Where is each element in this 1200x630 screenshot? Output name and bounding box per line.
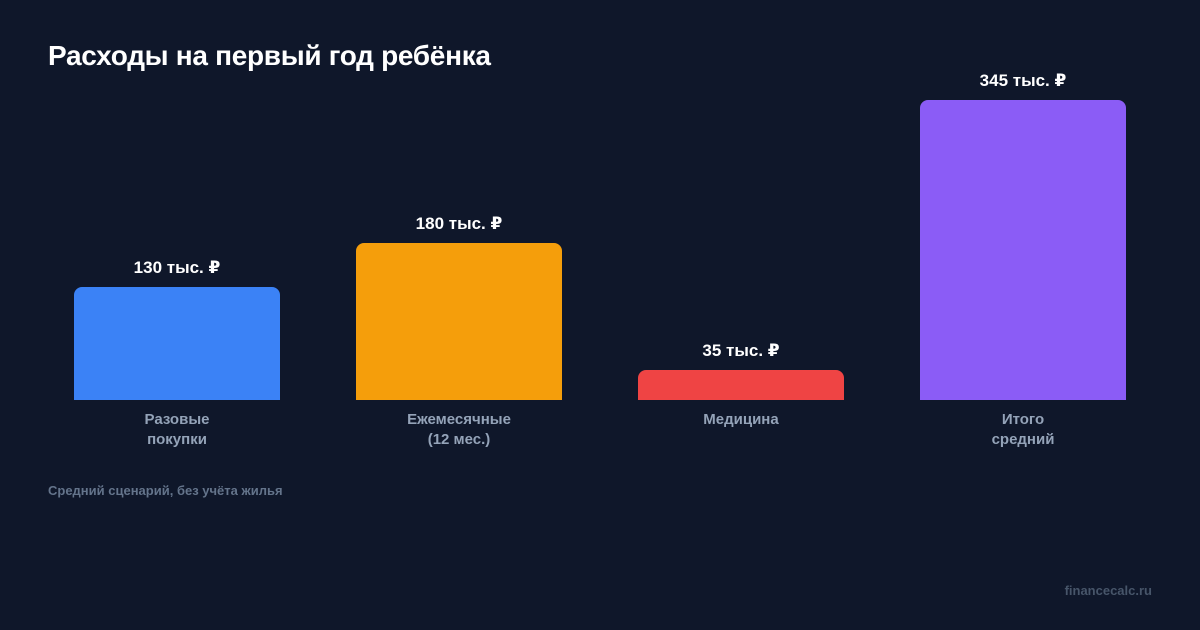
bar-one-time-purchases (74, 287, 280, 400)
value-label-medicine: 35 тыс. ₽ (702, 341, 780, 360)
category-label-total-average: Итого средний (991, 411, 1055, 448)
category-label-medicine: Медицина (703, 411, 779, 428)
brand-watermark: financecalc.ru (1064, 583, 1152, 598)
category-label-one-time-purchases: Разовые покупки (144, 411, 210, 448)
value-label-monthly: 180 тыс. ₽ (415, 214, 503, 233)
footnote: Средний сценарий, без учёта жилья (48, 483, 283, 498)
bar-medicine (638, 370, 844, 400)
category-label-monthly: Ежемесячные (12 мес.) (407, 411, 511, 448)
bar-monthly (356, 243, 562, 400)
bar-total-average (920, 100, 1126, 400)
chart-title: Расходы на первый год ребёнка (48, 40, 491, 71)
value-label-total-average: 345 тыс. ₽ (979, 71, 1067, 90)
value-label-one-time-purchases: 130 тыс. ₽ (133, 258, 221, 277)
